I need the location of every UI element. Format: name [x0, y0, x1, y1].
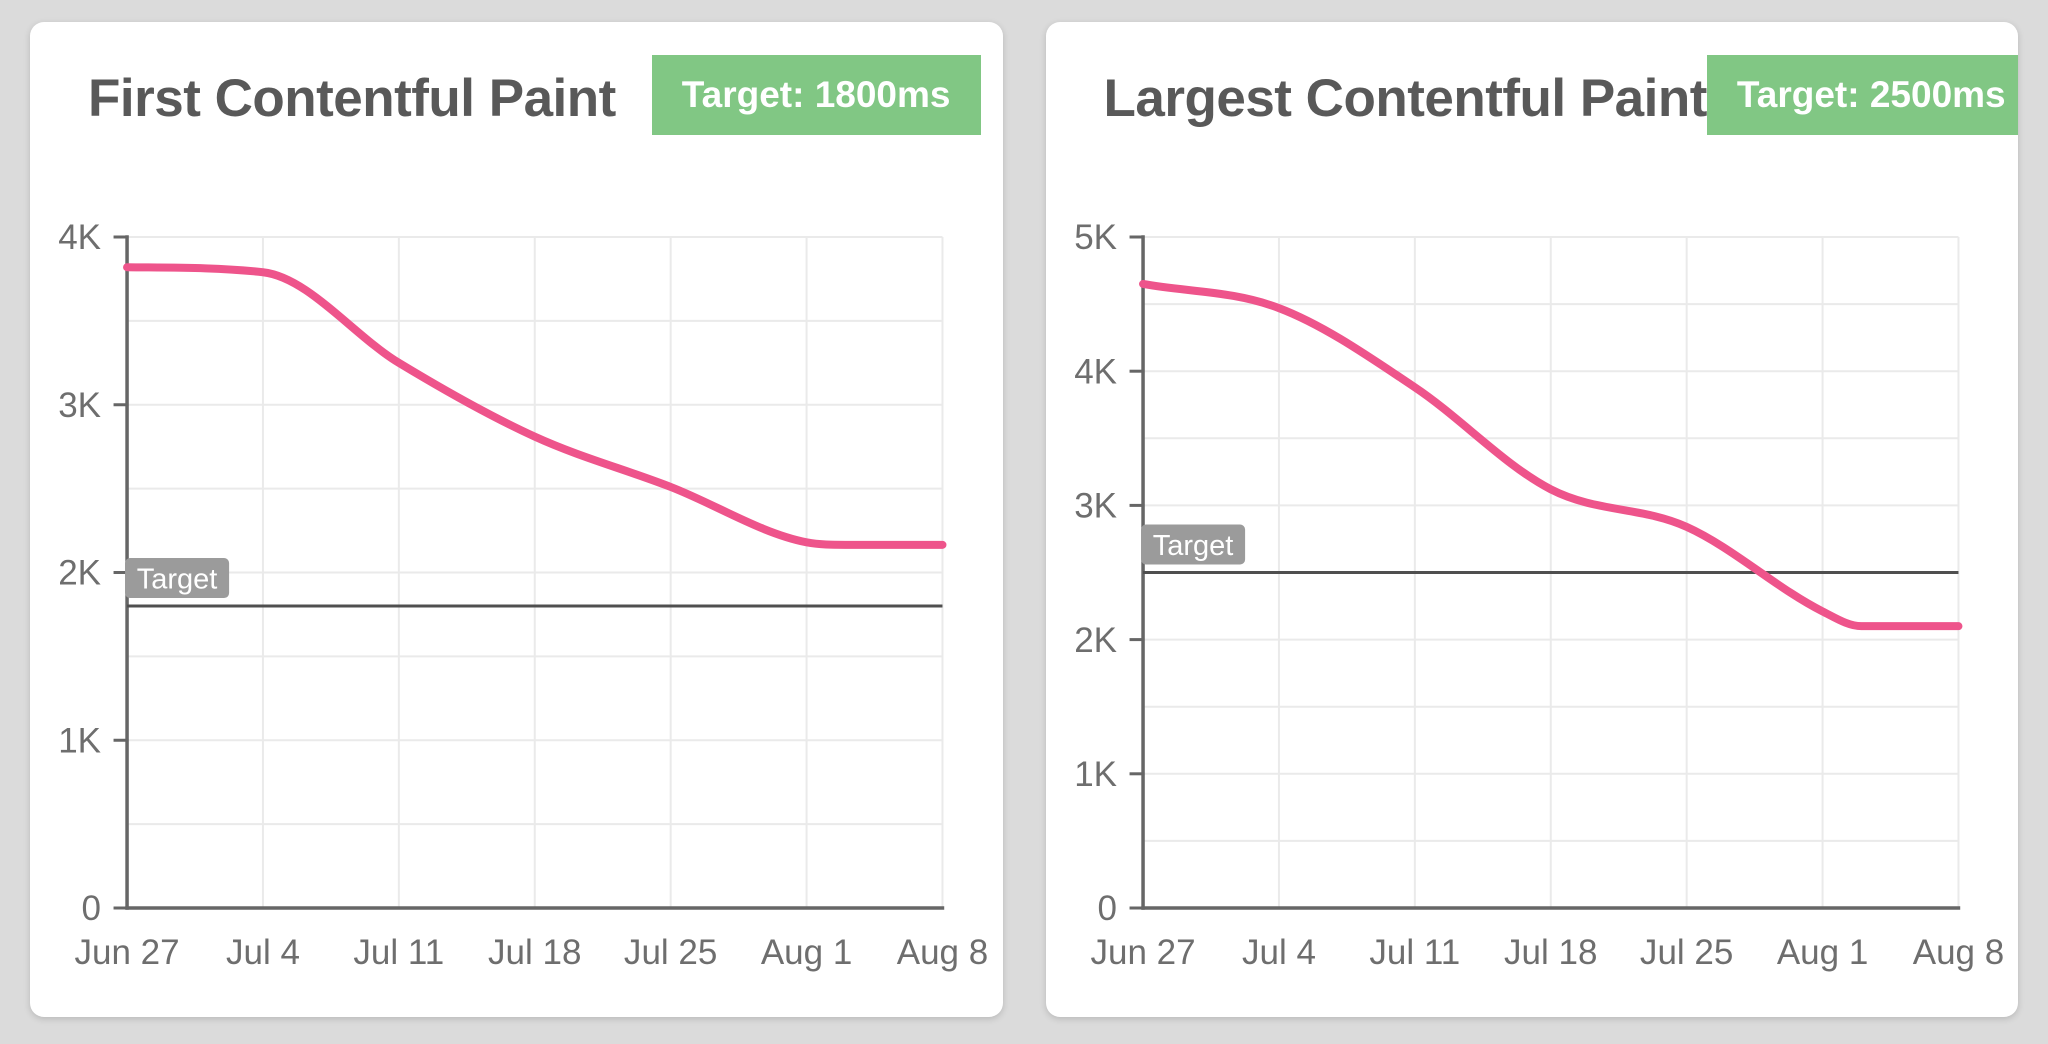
target-badge: Target: 2500ms: [1706, 55, 2018, 135]
target-flag: Target: [125, 558, 230, 599]
target-flag: Target: [1140, 524, 1245, 565]
x-tick-label: Jul 25: [624, 933, 717, 972]
x-tick-label: Jul 18: [488, 933, 581, 972]
x-tick-label: Jun 27: [74, 933, 179, 972]
target-flag-label: Target: [137, 563, 218, 595]
x-tick-label: Jul 11: [353, 933, 444, 972]
lcp-card: Largest Contentful Paint Target: 2500ms …: [1045, 22, 2018, 1017]
y-tick-label: 5K: [1074, 218, 1117, 257]
y-tick-label: 4K: [1074, 352, 1117, 391]
y-tick-label: 0: [1097, 889, 1116, 928]
fcp-card: First Contentful Paint Target: 1800ms Ta…: [30, 22, 1003, 1017]
y-tick-label: 3K: [58, 386, 101, 425]
lcp-line-chart: Target 0 1K 2K 3K 4K 5K Jun 27 Jul 4 Jul 11 Jul 18…: [1074, 218, 2004, 972]
y-tick-label: 2K: [1074, 621, 1117, 660]
x-tick-labels: Jun 27 Jul 4 Jul 11 Jul 18 Jul 25 Aug 1 Aug 8: [74, 933, 988, 972]
x-tick-labels: Jun 27 Jul 4 Jul 11 Jul 18 Jul 25 Aug 1 Aug 8: [1090, 933, 2004, 972]
x-tick-label: Jul 25: [1639, 933, 1732, 972]
y-tick-label: 3K: [1074, 487, 1117, 526]
y-tick-label: 4K: [58, 218, 101, 257]
y-tick-label: 2K: [58, 554, 101, 593]
target-flag-label: Target: [1152, 530, 1233, 562]
x-tick-label: Aug 8: [1912, 933, 2003, 972]
x-gridlines: [261, 237, 944, 908]
y-tick-label: 1K: [58, 722, 101, 761]
series-line: [1138, 279, 1962, 631]
fcp-card-header: First Contentful Paint Target: 1800ms: [30, 22, 1003, 135]
chart-title: First Contentful Paint: [88, 69, 616, 128]
y-tick-labels: 0 1K 2K 3K 4K: [58, 218, 101, 928]
x-tick-label: Jul 11: [1369, 933, 1460, 972]
x-tick-label: Jul 18: [1504, 933, 1597, 972]
target-badge: Target: 1800ms: [651, 55, 981, 135]
x-tick-label: Aug 1: [761, 933, 852, 972]
series-line: [123, 263, 947, 549]
chart-title: Largest Contentful Paint: [1103, 69, 1708, 128]
y-tick-label: 0: [82, 889, 101, 928]
lcp-card-header: Largest Contentful Paint Target: 2500ms: [1046, 22, 2018, 135]
x-tick-label: Jun 27: [1090, 933, 1195, 972]
y-tick-label: 1K: [1074, 755, 1117, 794]
x-tick-label: Jul 4: [1241, 933, 1315, 972]
y-tick-labels: 0 1K 2K 3K 4K 5K: [1074, 218, 1117, 928]
x-tick-label: Jul 4: [226, 933, 300, 972]
x-tick-label: Aug 1: [1776, 933, 1867, 972]
x-tick-label: Aug 8: [897, 933, 988, 972]
